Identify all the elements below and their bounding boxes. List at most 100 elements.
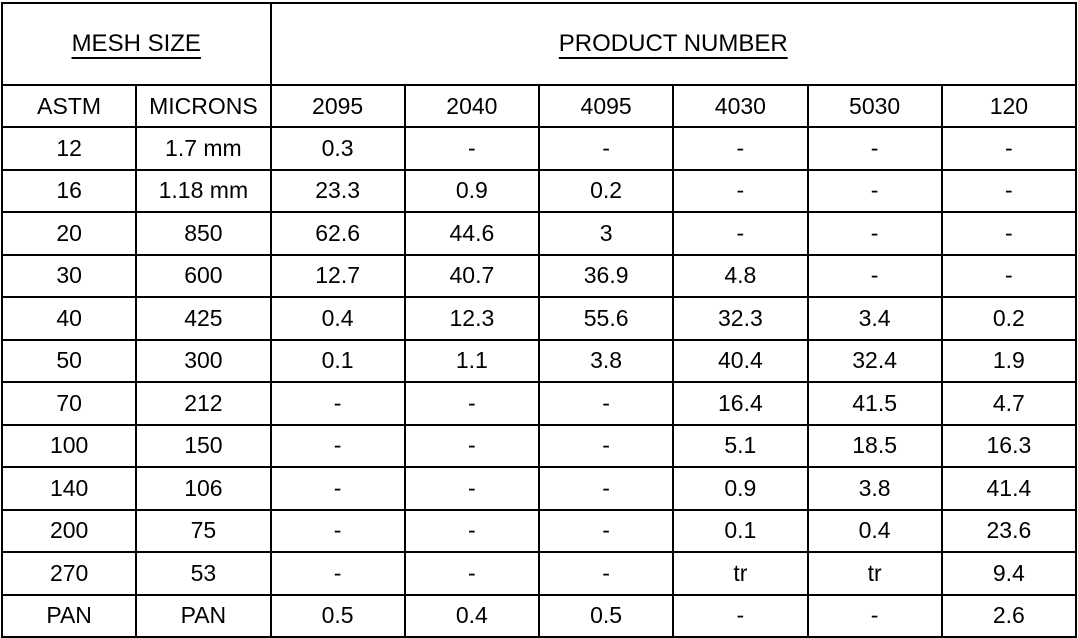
table-cell: - xyxy=(806,126,943,171)
table-cell: 4.7 xyxy=(940,381,1078,426)
table-cell: - xyxy=(940,211,1078,256)
table-cell: 40.7 xyxy=(403,253,541,298)
column-header: 2040 xyxy=(403,84,541,128)
table-cell: 0.4 xyxy=(269,296,406,341)
table-cell: - xyxy=(403,381,541,426)
table-cell: 5.1 xyxy=(672,423,809,468)
table-row: 270 53- - - tr tr 9.4 xyxy=(0,551,1078,596)
table-cell: - xyxy=(403,126,541,171)
column-header: 4095 xyxy=(537,84,675,128)
table-cell: - xyxy=(537,423,675,468)
table-cell: 100 xyxy=(0,423,138,468)
table-cell: 0.2 xyxy=(940,296,1078,341)
column-header: MICRONS xyxy=(135,84,272,128)
table-cell: 270 xyxy=(0,551,138,596)
group-header-row: MESH SIZE PRODUCT NUMBER xyxy=(1,2,1077,86)
table-cell: 3.8 xyxy=(806,466,943,511)
table-cell: 0.5 xyxy=(269,593,406,638)
table-cell: 4.8 xyxy=(672,253,809,298)
table-cell: - xyxy=(537,508,675,553)
product-number-group-header: PRODUCT NUMBER xyxy=(269,2,1077,86)
table-cell: 0.1 xyxy=(269,338,406,383)
table-cell: 16.4 xyxy=(672,381,809,426)
table-cell: 16 xyxy=(0,168,138,213)
table-cell: 44.6 xyxy=(403,211,541,256)
table-row: 70 212- - -16.4 41.5 4.7 xyxy=(0,381,1078,426)
table-cell: 62.6 xyxy=(269,211,406,256)
table-cell: - xyxy=(940,168,1078,213)
table-cell: 0.1 xyxy=(672,508,809,553)
table-cell: 1.9 xyxy=(940,338,1078,383)
table-cell: 425 xyxy=(135,296,272,341)
table-cell: 75 xyxy=(135,508,272,553)
table-cell: 140 xyxy=(0,466,138,511)
table-cell: - xyxy=(537,126,675,171)
table-cell: - xyxy=(269,381,406,426)
column-header: 4030 xyxy=(672,84,809,128)
table-cell: 200 xyxy=(0,508,138,553)
product-number-group-header-label: PRODUCT NUMBER xyxy=(558,30,788,57)
table-cell: 1.7 mm xyxy=(135,126,272,171)
table-cell: 36.9 xyxy=(537,253,675,298)
table-row: PAN PAN 0.5 0.4 0.5- -2.6 xyxy=(0,593,1078,638)
column-header: 2095 xyxy=(269,84,406,128)
table-cell: - xyxy=(940,126,1078,171)
table-cell: 0.9 xyxy=(672,466,809,511)
table-cell: 106 xyxy=(135,466,272,511)
table-cell: 0.4 xyxy=(403,593,541,638)
table-cell: 20 xyxy=(0,211,138,256)
table-cell: - xyxy=(537,551,675,596)
table-cell: - xyxy=(672,593,809,638)
table-row: 140 106- - -0.9 3.8 41.4 xyxy=(0,466,1078,511)
table-row: 100 150- - -5.1 18.5 16.3 xyxy=(0,423,1078,468)
table-row: 50 300 0.1 1.1 3.8 40.4 32.4 1.9 xyxy=(0,338,1078,383)
column-header: 5030 xyxy=(806,84,943,128)
table-cell: - xyxy=(403,423,541,468)
table-cell: 23.3 xyxy=(269,168,406,213)
table-cell: 0.5 xyxy=(537,593,675,638)
table-cell: tr xyxy=(806,551,943,596)
table-row: 16 1.18 mm 23.3 0.9 0.2- - - xyxy=(0,168,1078,213)
table-cell: 32.3 xyxy=(672,296,809,341)
table-cell: 3.8 xyxy=(537,338,675,383)
table-cell: 2.6 xyxy=(940,593,1078,638)
table-cell: - xyxy=(672,168,809,213)
table-cell: 16.3 xyxy=(940,423,1078,468)
table-cell: PAN xyxy=(135,593,272,638)
table-cell: - xyxy=(806,168,943,213)
table-cell: - xyxy=(269,466,406,511)
table-cell: 23.6 xyxy=(940,508,1078,553)
table-cell: 70 xyxy=(0,381,138,426)
table-cell: - xyxy=(269,551,406,596)
table-cell: - xyxy=(403,551,541,596)
column-header-row: ASTM MICRONS 2095 2040 4095 4030 5030 120 xyxy=(0,84,1078,128)
table-cell: 1.1 xyxy=(403,338,541,383)
mesh-size-group-header: MESH SIZE xyxy=(1,2,272,86)
table-cell: 12 xyxy=(0,126,138,171)
table-cell: PAN xyxy=(0,593,138,638)
table-cell: 32.4 xyxy=(806,338,943,383)
table-cell: - xyxy=(672,126,809,171)
table-cell: - xyxy=(537,381,675,426)
table-row: 40 425 0.4 12.3 55.6 32.3 3.4 0.2 xyxy=(0,296,1078,341)
table-cell: 53 xyxy=(135,551,272,596)
table-cell: 41.5 xyxy=(806,381,943,426)
table-cell: 55.6 xyxy=(537,296,675,341)
table-cell: 150 xyxy=(135,423,272,468)
table-cell: - xyxy=(806,593,943,638)
table-cell: - xyxy=(806,253,943,298)
table-cell: 0.9 xyxy=(403,168,541,213)
table-cell: tr xyxy=(672,551,809,596)
table-cell: - xyxy=(940,253,1078,298)
table-cell: 300 xyxy=(135,338,272,383)
table-cell: 3.4 xyxy=(806,296,943,341)
table-cell: - xyxy=(403,508,541,553)
table-cell: - xyxy=(269,423,406,468)
table-cell: 212 xyxy=(135,381,272,426)
table-cell: 850 xyxy=(135,211,272,256)
table-cell: 0.4 xyxy=(806,508,943,553)
table-row: 12 1.7 mm 0.3- - - - - xyxy=(0,126,1078,171)
table-row: 200 75- - -0.1 0.4 23.6 xyxy=(0,508,1078,553)
